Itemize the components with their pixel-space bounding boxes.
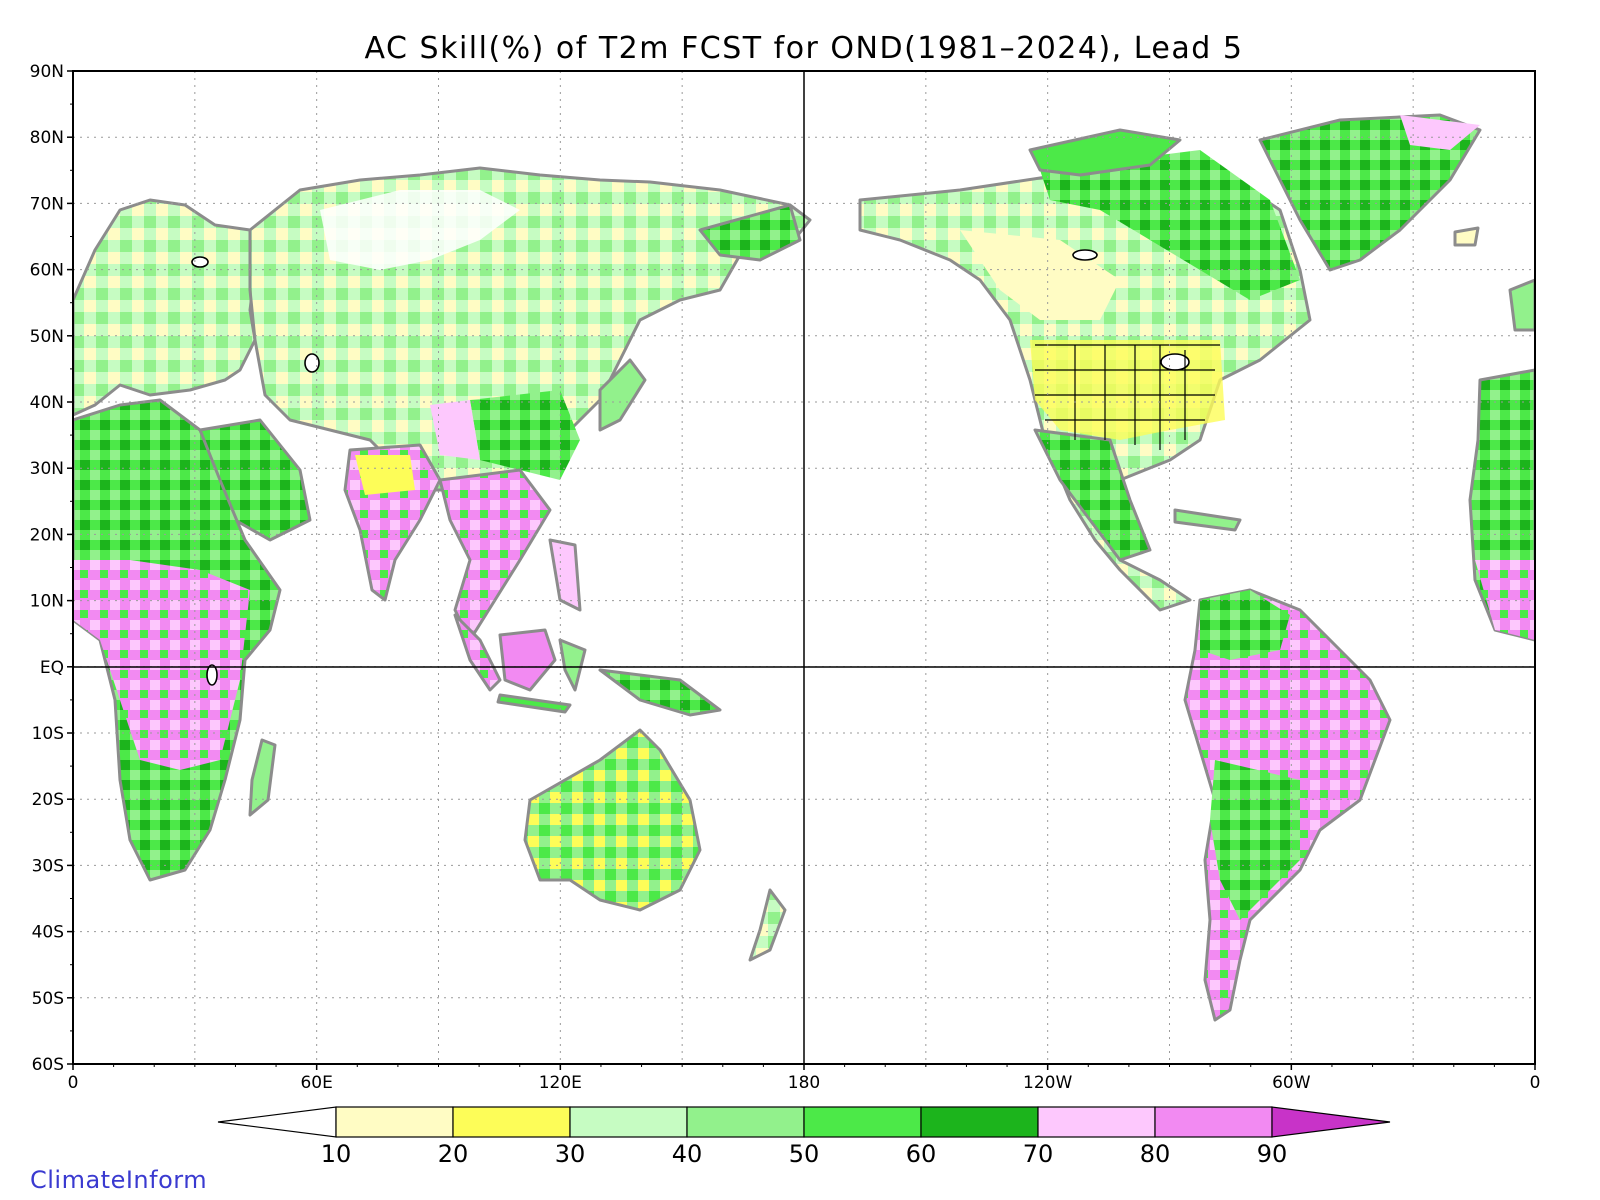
y-axis: 90N 80N 70N 60N 50N 40N 30N 20N 10N EQ 10S 20S 30S 40… — [30, 62, 73, 1075]
colorbar-segment — [686, 1106, 805, 1138]
x-tick-label: 60W — [1272, 1073, 1311, 1093]
colorbar-segment — [452, 1106, 571, 1138]
far-east — [698, 203, 802, 262]
java — [496, 693, 572, 714]
y-tick-label: 50S — [32, 989, 64, 1009]
colorbar-label: 30 — [555, 1140, 586, 1168]
y-tick-label: 30N — [30, 459, 64, 479]
canada-west-yellow — [960, 230, 1120, 320]
y-tick-label: 40S — [32, 923, 64, 943]
x-axis: 0 60E 120E 180 120W 60W 0 — [68, 1064, 1541, 1093]
tibet-pink — [430, 400, 480, 460]
y-tick-label: EQ — [40, 658, 64, 678]
iceland — [1453, 226, 1480, 247]
australia-land — [523, 728, 702, 912]
arctic-islands — [1028, 128, 1182, 177]
y-tick-label: 10N — [30, 592, 64, 612]
y-tick-label: 70N — [30, 194, 64, 214]
colorbar-segment — [335, 1106, 454, 1138]
colorbar-segment — [1037, 1106, 1156, 1138]
south-america-north-green — [1200, 590, 1290, 660]
south-america-south-green — [1210, 760, 1300, 920]
brand-text: ClimateInform — [30, 1166, 208, 1194]
new-zealand — [748, 888, 787, 962]
x-tick-label: 120E — [539, 1073, 582, 1093]
sumatra — [453, 613, 502, 692]
land-masses — [73, 113, 1535, 1022]
colorbar: 10 20 30 40 50 60 70 80 90 — [217, 1106, 1391, 1168]
x-tick-label: 180 — [788, 1073, 820, 1093]
japan — [598, 358, 647, 432]
madagascar — [248, 738, 277, 817]
x-tick-label: 0 — [1530, 1073, 1541, 1093]
aral-sea — [304, 353, 320, 373]
india-north-yellow — [355, 455, 415, 495]
greenland-north-pink — [1400, 115, 1480, 150]
usa-yellow — [1030, 340, 1225, 440]
colorbar-label: 40 — [672, 1140, 703, 1168]
lake-ladoga — [191, 256, 209, 268]
west-africa-wrap-pink — [1475, 560, 1535, 640]
africa-tropical-pink — [73, 560, 250, 770]
map-title: AC Skill(%) of T2m FCST for OND(1981–202… — [365, 31, 1244, 66]
x-tick-label: 0 — [68, 1073, 79, 1093]
lake-victoria — [206, 664, 218, 686]
colorbar-segment — [920, 1106, 1039, 1138]
y-tick-label: 60N — [30, 261, 64, 281]
colorbar-max-arrow — [1271, 1106, 1391, 1138]
borneo — [498, 628, 557, 692]
colorbar-label: 70 — [1023, 1140, 1054, 1168]
y-tick-label: 10S — [32, 724, 64, 744]
colorbar-label: 80 — [1140, 1140, 1171, 1168]
great-bear-lake — [1072, 249, 1098, 261]
sulawesi — [558, 638, 587, 692]
colorbar-label: 50 — [789, 1140, 820, 1168]
philippines — [548, 538, 582, 612]
colorbar-segment — [569, 1106, 688, 1138]
y-tick-label: 60S — [32, 1055, 64, 1075]
x-tick-label: 60E — [300, 1073, 332, 1093]
y-tick-label: 40N — [30, 393, 64, 413]
cuba — [1173, 508, 1242, 532]
y-tick-label: 30S — [32, 856, 64, 876]
y-tick-label: 90N — [30, 62, 64, 82]
east-asia-green — [470, 390, 580, 480]
colorbar-label: 10 — [321, 1140, 352, 1168]
colorbar-min-arrow — [217, 1106, 337, 1138]
new-guinea — [598, 668, 722, 717]
colorbar-label: 20 — [438, 1140, 469, 1168]
colorbar-segment — [803, 1106, 922, 1138]
mexico — [1033, 428, 1152, 562]
us-state-lines — [1035, 344, 1220, 450]
y-tick-label: 20N — [30, 525, 64, 545]
y-tick-label: 50N — [30, 327, 64, 347]
x-tick-label: 120W — [1023, 1073, 1072, 1093]
uk-wrap — [1508, 278, 1535, 332]
se-asia-land — [438, 468, 552, 642]
colorbar-label: 90 — [1257, 1140, 1288, 1168]
colorbar-label: 60 — [906, 1140, 937, 1168]
siberia-low-skill — [320, 190, 520, 270]
y-tick-label: 80N — [30, 128, 64, 148]
y-tick-label: 20S — [32, 790, 64, 810]
colorbar-segment — [1154, 1106, 1273, 1138]
